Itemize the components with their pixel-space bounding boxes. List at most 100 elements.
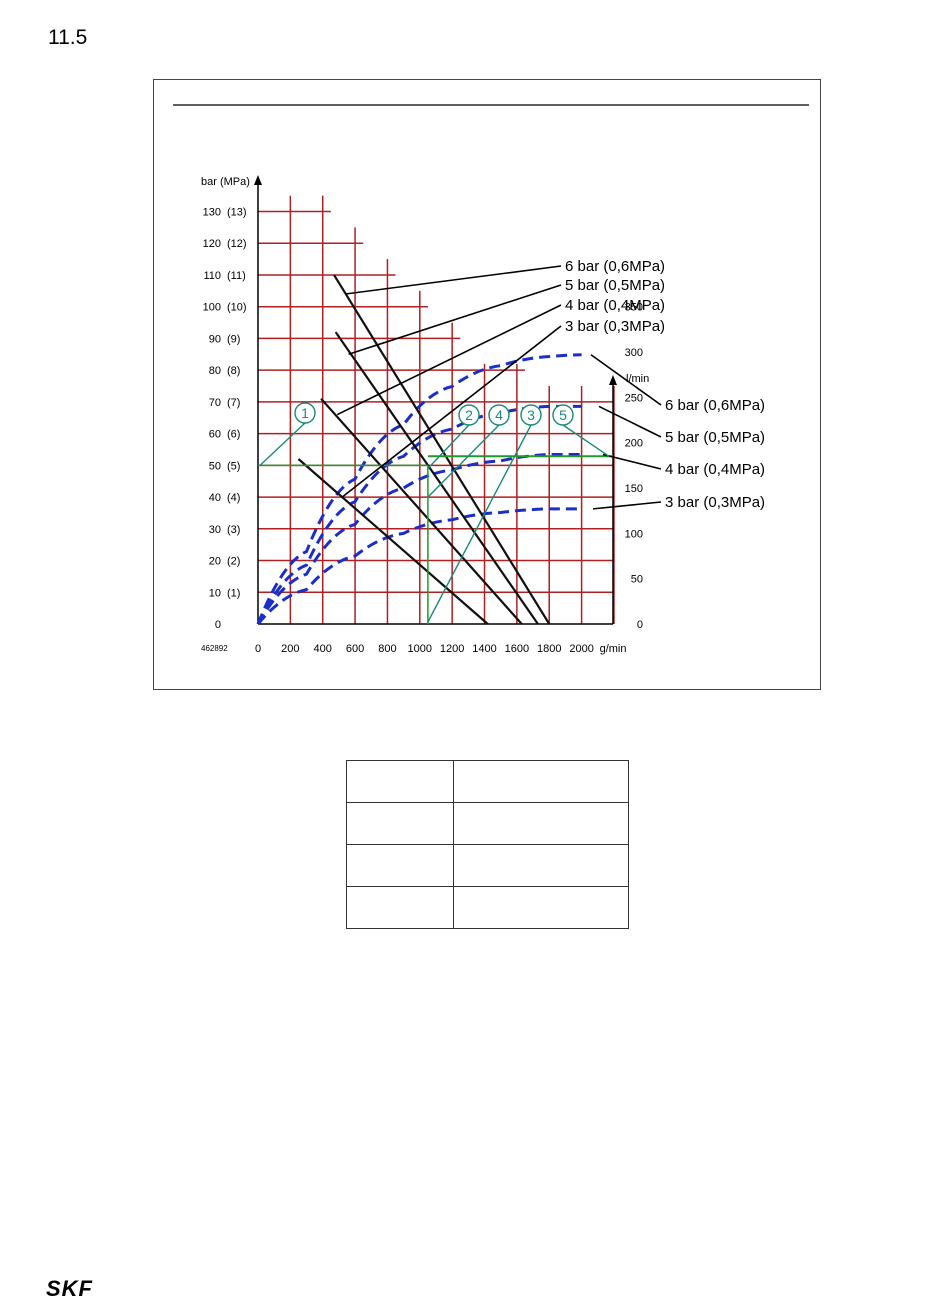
- left-tick-label: 80: [209, 365, 221, 377]
- air-flow-curve-label: 4 bar (0,4MPa): [665, 461, 765, 478]
- pressure-line-pointer: [341, 325, 562, 498]
- left-tick-sublabel: (5): [227, 460, 240, 472]
- air-flow-curve-label: 5 bar (0,5MPa): [665, 429, 765, 446]
- left-tick-label: 40: [209, 492, 221, 504]
- table-cell: [453, 844, 629, 887]
- axes: [254, 175, 617, 625]
- x-tick-label: 0: [255, 643, 261, 655]
- right-tick-label: 150: [625, 483, 643, 495]
- table-row: [346, 886, 629, 929]
- air-flow-curve-label: 6 bar (0,6MPa): [665, 397, 765, 414]
- air-flow-curve-pointer: [592, 501, 662, 510]
- air-flow-curve-3: [256, 452, 582, 625]
- pressure-lines: [297, 274, 551, 625]
- table-row: [346, 760, 629, 803]
- callout-circle: [488, 404, 510, 426]
- x-tick-label: 200: [281, 643, 299, 655]
- x-axis-unit: g/min: [600, 643, 627, 655]
- pressure-line-3: [320, 397, 523, 625]
- left-axis-unit: bar (MPa): [201, 176, 250, 188]
- pressure-line-label: 6 bar (0,6MPa): [565, 258, 665, 275]
- left-tick-label: 60: [209, 429, 221, 441]
- left-tick-label: 90: [209, 333, 221, 345]
- right-tick-label: 200: [625, 438, 643, 450]
- callout-circle: [552, 404, 574, 426]
- table-row: [346, 802, 629, 845]
- pressure-line-label: 4 bar (0,4MPa): [565, 297, 665, 314]
- right-tick-label: 100: [625, 528, 643, 540]
- right-axis-arrow: [609, 375, 617, 385]
- pressure-line-4: [297, 458, 489, 625]
- section-number: 11.5: [48, 26, 88, 49]
- table-cell: [453, 760, 629, 803]
- left-tick-label: 30: [209, 524, 221, 536]
- left-tick-label: 110: [203, 270, 221, 282]
- x-tick-label: 1400: [472, 643, 496, 655]
- chart-frame: [153, 79, 821, 690]
- table-cell: [346, 886, 454, 929]
- x-tick-label: 1000: [408, 643, 432, 655]
- left-tick-label: 130: [203, 207, 221, 219]
- right-axis-unit: l/min: [626, 373, 649, 385]
- air-flow-curve-pointer: [590, 354, 662, 406]
- right-tick-label: 0: [637, 619, 643, 631]
- left-tick-label: 50: [209, 460, 221, 472]
- left-tick-label: 120: [203, 238, 221, 250]
- left-tick-label: 10: [209, 587, 221, 599]
- air-flow-curve-pointer: [598, 405, 662, 438]
- callout-number: 2: [465, 407, 473, 423]
- left-tick-sublabel: (4): [227, 492, 240, 504]
- labels: 010 (1)20 (2)30 (3)40 (4)50 (5)60 (6)70 (7)80 (8…: [201, 176, 765, 655]
- air-flow-curve-1: [256, 353, 582, 625]
- pressure-line-2: [334, 331, 539, 625]
- left-tick-sublabel: (10): [227, 302, 247, 314]
- pressure-line-label: 5 bar (0,5MPa): [565, 277, 665, 294]
- left-tick-sublabel: (7): [227, 397, 240, 409]
- callout-pointer: [427, 424, 500, 498]
- left-tick-sublabel: (9): [227, 333, 240, 345]
- table-cell: [453, 802, 629, 845]
- air-flow-curve-pointer: [602, 453, 662, 470]
- x-tick-label: 1800: [537, 643, 561, 655]
- pressure-line-1: [333, 274, 551, 625]
- right-tick-label: 250: [625, 392, 643, 404]
- table-cell: [346, 844, 454, 887]
- table-cell: [346, 802, 454, 845]
- pressure-line-pointer: [348, 284, 562, 356]
- left-tick-label: 0: [215, 619, 221, 631]
- callout-pointer: [562, 424, 610, 457]
- left-tick-sublabel: (2): [227, 556, 240, 568]
- left-tick-sublabel: (13): [227, 207, 247, 219]
- pressure-line-pointer: [345, 265, 562, 295]
- left-tick-label: 100: [203, 302, 221, 314]
- callout-number: 3: [527, 407, 535, 423]
- callout-number: 5: [559, 407, 567, 423]
- left-tick-sublabel: (3): [227, 524, 240, 536]
- left-tick-sublabel: (1): [227, 587, 240, 599]
- pressure-line-pointer: [336, 304, 562, 416]
- right-tick-label: 350: [625, 302, 643, 314]
- callout-circle: [458, 404, 480, 426]
- left-tick-label: 20: [209, 556, 221, 568]
- callout-number: 4: [495, 407, 503, 423]
- x-tick-label: 2000: [569, 643, 593, 655]
- pressure-line-label: 3 bar (0,3MPa): [565, 318, 665, 335]
- air-flow-curve-label: 3 bar (0,3MPa): [665, 494, 765, 511]
- left-tick-sublabel: (12): [227, 238, 247, 250]
- example-path: [258, 455, 613, 624]
- x-tick-label: 600: [346, 643, 364, 655]
- callout-number: 1: [301, 405, 309, 421]
- left-tick-sublabel: (8): [227, 365, 240, 377]
- table-cell: [453, 886, 629, 929]
- table-cell: [346, 760, 454, 803]
- x-tick-label: 1200: [440, 643, 464, 655]
- callout-pointer: [427, 424, 470, 470]
- x-tick-label: 400: [314, 643, 332, 655]
- figure-id: 462892: [201, 644, 228, 653]
- callout-circle: [520, 404, 542, 426]
- x-tick-label: 800: [378, 643, 396, 655]
- pump-performance-chart: 010 (1)20 (2)30 (3)40 (4)50 (5)60 (6)70 (7)80 (8…: [173, 104, 809, 655]
- table-row: [346, 844, 629, 887]
- left-axis-arrow: [254, 175, 262, 185]
- skf-logo: SKF: [46, 1276, 93, 1301]
